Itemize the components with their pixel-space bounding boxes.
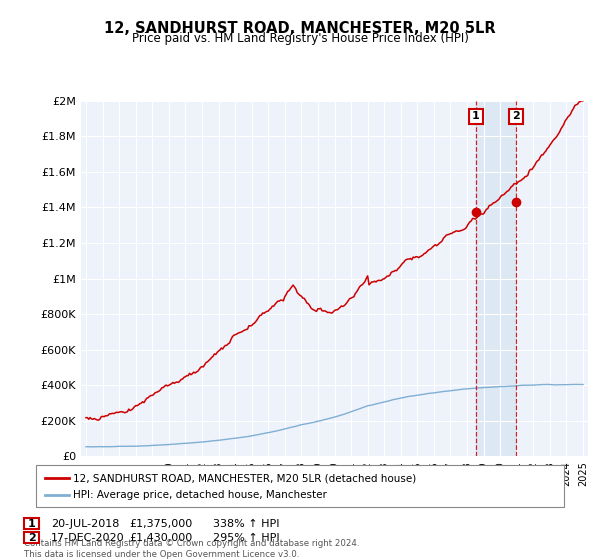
Text: £1,375,000: £1,375,000 (129, 519, 192, 529)
Text: 295% ↑ HPI: 295% ↑ HPI (213, 533, 280, 543)
Text: Contains HM Land Registry data © Crown copyright and database right 2024.
This d: Contains HM Land Registry data © Crown c… (24, 539, 359, 559)
Text: 1: 1 (472, 111, 480, 122)
Text: 20-JUL-2018: 20-JUL-2018 (51, 519, 119, 529)
Text: Price paid vs. HM Land Registry's House Price Index (HPI): Price paid vs. HM Land Registry's House … (131, 32, 469, 45)
Text: £1,430,000: £1,430,000 (129, 533, 192, 543)
Text: 1: 1 (28, 519, 35, 529)
Text: 12, SANDHURST ROAD, MANCHESTER, M20 5LR (detached house): 12, SANDHURST ROAD, MANCHESTER, M20 5LR … (73, 473, 416, 483)
Bar (476, 101, 516, 456)
Text: 2: 2 (512, 111, 520, 122)
Text: 12, SANDHURST ROAD, MANCHESTER, M20 5LR: 12, SANDHURST ROAD, MANCHESTER, M20 5LR (104, 21, 496, 36)
Text: 338% ↑ HPI: 338% ↑ HPI (213, 519, 280, 529)
Text: HPI: Average price, detached house, Manchester: HPI: Average price, detached house, Manc… (73, 490, 327, 500)
Text: 17-DEC-2020: 17-DEC-2020 (51, 533, 125, 543)
Text: 2: 2 (28, 533, 35, 543)
